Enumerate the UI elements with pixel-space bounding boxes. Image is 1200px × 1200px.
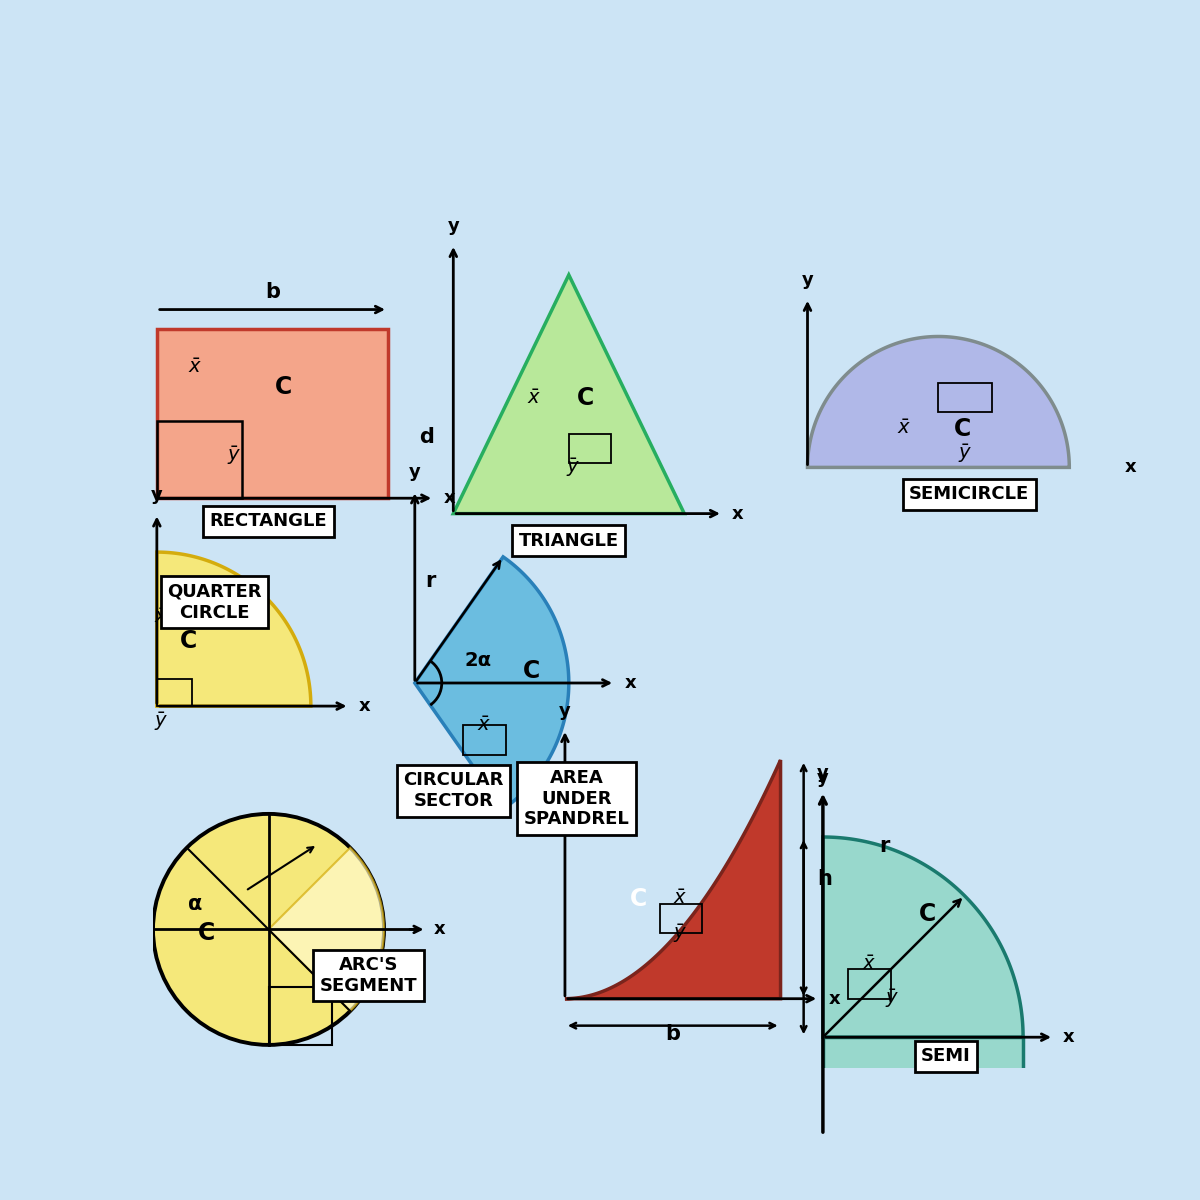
Text: SEMICIRCLE: SEMICIRCLE [910,485,1030,503]
Text: x: x [443,490,455,508]
Polygon shape [415,557,569,809]
Text: x: x [359,697,371,715]
Text: C: C [180,629,197,653]
Text: $\bar{x}$: $\bar{x}$ [527,389,541,408]
Text: y: y [448,217,460,235]
Text: x: x [624,674,636,692]
Text: C: C [198,922,216,946]
Text: $\bar{x}$: $\bar{x}$ [154,608,168,628]
Text: b: b [665,1024,680,1044]
Text: 2α: 2α [464,652,492,670]
Bar [157,679,192,706]
Text: C: C [919,902,936,926]
Text: x: x [434,920,445,938]
Text: TRIANGLE: TRIANGLE [518,532,619,550]
Text: y: y [409,463,421,481]
Text: $\bar{x}$: $\bar{x}$ [673,889,688,908]
Text: y: y [559,702,571,720]
Text: $\bar{x}$: $\bar{x}$ [896,419,911,438]
Text: r: r [880,836,889,857]
Circle shape [154,814,384,1045]
Text: RECTANGLE: RECTANGLE [210,512,328,530]
Text: α: α [188,894,203,914]
Text: SEMI: SEMI [922,1048,971,1066]
Polygon shape [269,847,384,1012]
Text: $\bar{x}$: $\bar{x}$ [862,954,876,973]
Bar [157,329,388,498]
Polygon shape [454,275,684,514]
Bar [157,421,241,498]
Polygon shape [565,760,780,998]
Text: C: C [576,386,594,410]
Text: C: C [275,374,293,398]
Text: ARC'S
SEGMENT: ARC'S SEGMENT [319,956,418,995]
Text: x: x [732,504,744,523]
Text: y: y [817,769,829,787]
Text: y: y [817,763,829,781]
Bar [660,904,702,934]
Text: QUARTER
CIRCLE: QUARTER CIRCLE [167,583,262,622]
Text: h: h [817,869,833,889]
Text: $y\!=\!kx^n$: $y\!=\!kx^n$ [576,811,635,833]
Text: x: x [828,990,840,1008]
Bar [848,970,890,998]
Text: $\bar{x}$: $\bar{x}$ [476,716,491,734]
Text: CIRCULAR
SECTOR: CIRCULAR SECTOR [403,772,504,810]
Text: $\bar{y}$: $\bar{y}$ [565,456,580,479]
Bar [938,383,992,412]
Polygon shape [157,552,311,706]
Bar [569,434,611,463]
Polygon shape [808,336,1069,467]
Text: $\bar{y}$: $\bar{y}$ [227,444,241,467]
Text: C: C [630,887,647,911]
Text: $\bar{y}$: $\bar{y}$ [154,710,168,733]
Bar [823,1037,1024,1127]
Bar [463,725,505,755]
Text: r: r [425,571,436,590]
Polygon shape [823,838,1024,1037]
Text: x: x [1124,458,1136,476]
Text: d: d [419,426,433,446]
Text: y: y [151,486,163,504]
Text: b: b [265,282,280,302]
Text: $\bar{x}$: $\bar{x}$ [188,358,203,377]
Text: AREA
UNDER
SPANDREL: AREA UNDER SPANDREL [523,769,629,828]
Text: $\bar{y}$: $\bar{y}$ [959,442,972,466]
Bar [823,1073,893,1127]
Text: C: C [522,660,540,684]
Text: $\bar{y}$: $\bar{y}$ [673,922,688,944]
Text: $\bar{y}$: $\bar{y}$ [886,988,899,1010]
Text: y: y [802,271,814,289]
Text: x: x [1063,1028,1075,1046]
Bar [269,988,332,1045]
Text: C: C [954,416,971,440]
